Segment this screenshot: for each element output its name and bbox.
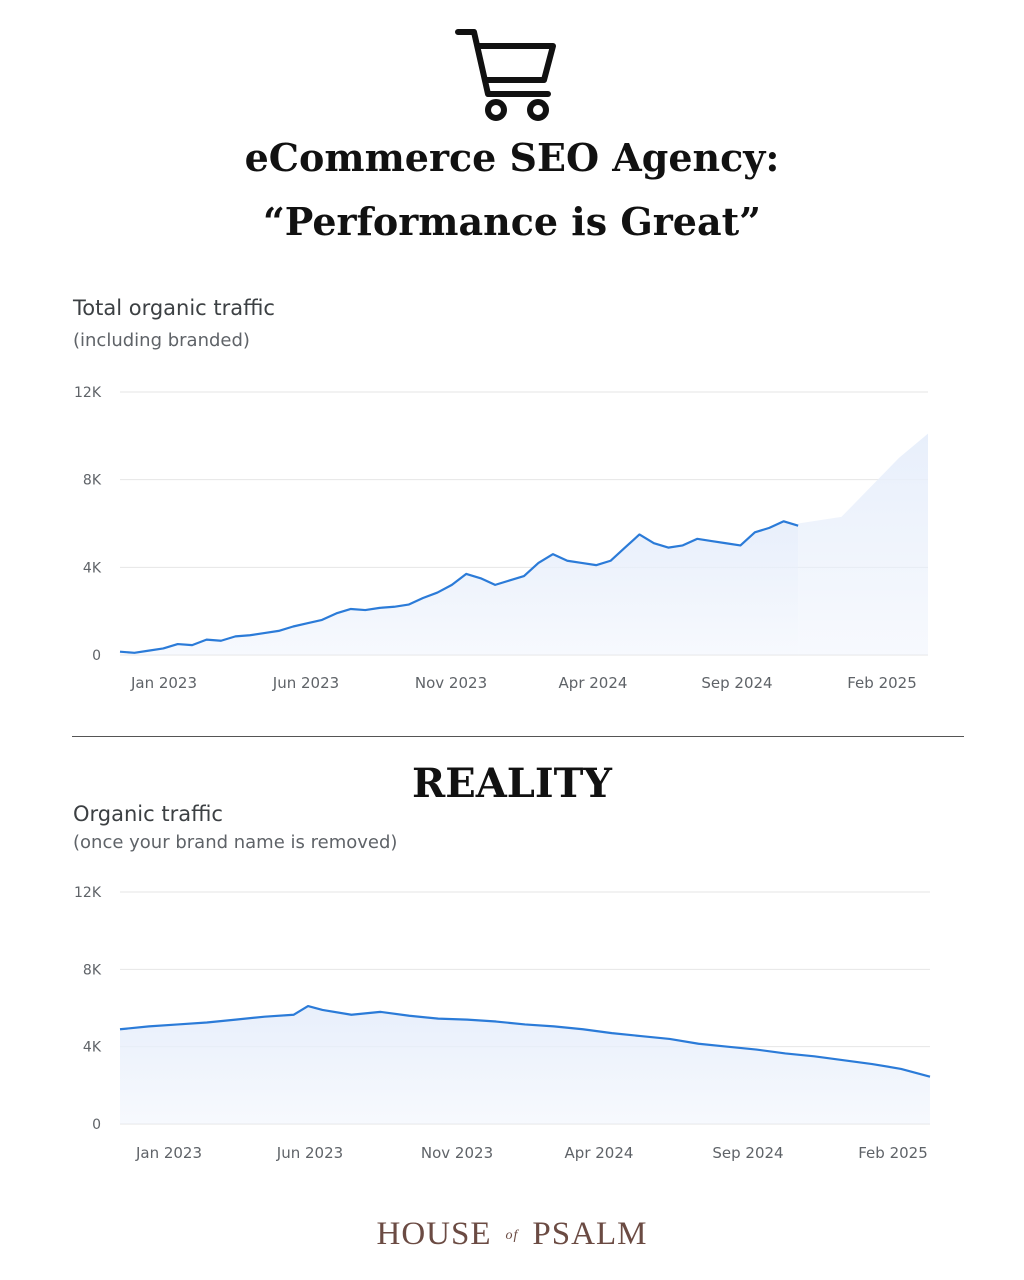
brand-part-1: HOUSE — [376, 1216, 492, 1252]
y-tick-label: 12K — [74, 885, 102, 901]
chart-1: 0 4K 8K 12K Jan 2023 Jun 2023 Nov 2023 Apr 2024… — [74, 385, 928, 692]
series-line — [119, 520, 799, 654]
y-tick-label: 8K — [83, 473, 102, 489]
x-tick-label: Nov 2023 — [421, 1144, 493, 1162]
chart-1-subtitle: (including branded) — [73, 330, 250, 351]
y-tick-label: 0 — [92, 648, 101, 664]
x-tick-label: Jan 2023 — [135, 1144, 202, 1162]
x-tick-label: Apr 2024 — [559, 674, 628, 692]
chart-1-title: Total organic traffic — [73, 296, 275, 320]
x-tick-label: Nov 2023 — [415, 674, 487, 692]
y-tick-label: 0 — [92, 1117, 101, 1133]
series-area — [120, 521, 799, 655]
x-tick-label: Jan 2023 — [130, 674, 197, 692]
x-tick-label: Sep 2024 — [701, 674, 772, 692]
x-tick-label: Jun 2023 — [276, 1144, 343, 1162]
series-line — [119, 1004, 931, 1078]
headline-line-1: eCommerce SEO Agency: — [244, 135, 780, 180]
y-tick-label: 4K — [83, 1040, 102, 1056]
x-tick-label: Sep 2024 — [712, 1144, 783, 1162]
brand-part-3: PSALM — [532, 1216, 648, 1252]
x-tick-label: Apr 2024 — [565, 1144, 634, 1162]
x-tick-label: Jun 2023 — [272, 674, 339, 692]
reality-label: REALITY — [412, 760, 612, 807]
shopping-cart-icon — [455, 29, 556, 121]
forecast-area — [798, 433, 928, 655]
x-tick-label: Feb 2025 — [847, 674, 917, 692]
divider — [72, 736, 964, 737]
y-tick-label: 8K — [83, 962, 102, 978]
series-area — [120, 1006, 930, 1124]
chart-2-title: Organic traffic — [73, 802, 223, 826]
x-tick-label: Feb 2025 — [858, 1144, 928, 1162]
chart-2: 0 4K 8K 12K Jan 2023 Jun 2023 Nov 2023 Apr 2024… — [74, 885, 931, 1162]
y-tick-label: 4K — [83, 560, 102, 576]
chart-2-subtitle: (once your brand name is removed) — [73, 832, 398, 853]
y-tick-label: 12K — [74, 385, 102, 401]
brand-logo: HOUSE of PSALM — [0, 1216, 1024, 1253]
headline-line-2: “Performance is Great” — [262, 199, 762, 244]
brand-part-2: of — [505, 1228, 519, 1244]
